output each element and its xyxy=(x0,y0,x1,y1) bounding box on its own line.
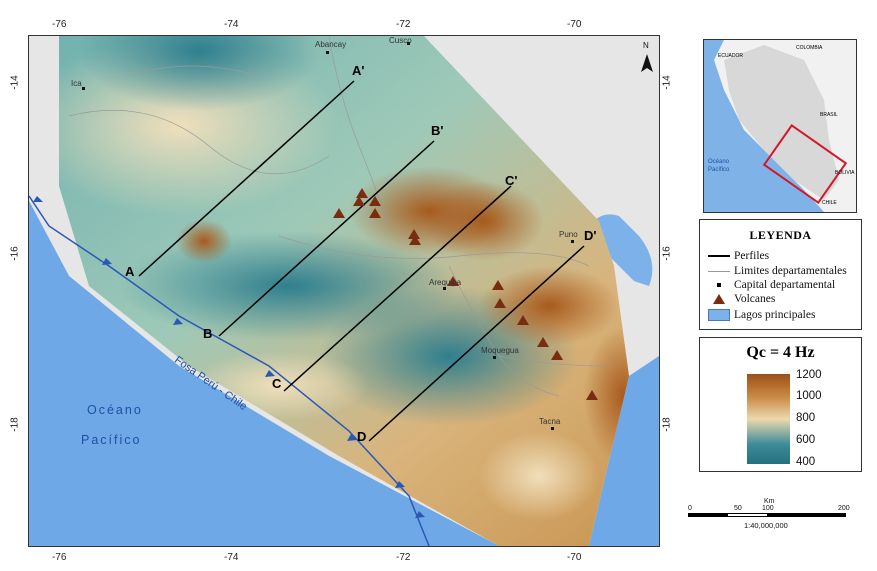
city-label-cusco: Cusco xyxy=(389,36,412,45)
colorbar-gradient xyxy=(747,374,790,464)
inset-label-chile: CHILE xyxy=(822,200,837,206)
ocean-label-2: Pacífico xyxy=(81,433,142,447)
profile-label-a-prime: A' xyxy=(352,63,365,78)
colorbar-label-400: 400 xyxy=(796,456,816,468)
volcano-icon xyxy=(408,229,420,239)
inset-ocean-1: Océano xyxy=(708,159,730,165)
legend: LEYENDA Perfiles Limites departamentales… xyxy=(699,219,862,330)
legend-title: LEYENDA xyxy=(749,228,812,242)
volcano-icon xyxy=(333,208,345,218)
qc-surface xyxy=(59,36,629,546)
inset-label-colombia: COLOMBIA xyxy=(796,45,823,51)
city-label-arequipa: Arequipa xyxy=(429,278,462,287)
qc-colorbar: Qc = 4 Hz 1200 1000 800 600 400 xyxy=(699,337,862,472)
volcano-markers xyxy=(333,188,598,400)
capital-markers xyxy=(82,42,574,430)
colorbar-label-1000: 1000 xyxy=(796,390,822,402)
tick-bottom-1: -76 xyxy=(52,552,67,563)
volcano-icon xyxy=(369,208,381,218)
tick-top-2: -74 xyxy=(224,19,239,30)
profile-label-a: A xyxy=(125,264,135,279)
volcano-icon xyxy=(492,280,504,290)
volcano-icon xyxy=(356,188,368,198)
legend-item-lakes: Lagos principales xyxy=(706,309,815,321)
profile-lines xyxy=(138,80,585,442)
inset-label-bolivia: BOLIVIA xyxy=(835,170,855,176)
scale-tick-100: 100 xyxy=(762,505,774,512)
city-label-tacna: Tacna xyxy=(539,417,561,426)
volcano-icon xyxy=(551,350,563,360)
profile-line-icon xyxy=(706,250,732,262)
city-label-ica: Ica xyxy=(71,79,82,88)
profile-label-c-prime: C' xyxy=(505,173,518,188)
volcano-icon xyxy=(369,196,381,206)
volcano-icon xyxy=(517,315,529,325)
legend-item-volcanoes: Volcanes xyxy=(706,293,775,305)
colorbar-label-600: 600 xyxy=(796,434,816,446)
map-canvas xyxy=(29,36,659,546)
tick-top-4: -70 xyxy=(567,19,582,30)
tick-left-3: -18 xyxy=(9,417,21,432)
legend-item-boundaries: Limites departamentales xyxy=(706,265,847,277)
volcano-icon xyxy=(353,196,365,206)
legend-item-profiles: Perfiles xyxy=(706,250,769,262)
volcano-icon xyxy=(447,276,459,286)
legend-item-capitals: Capital departamental xyxy=(706,279,835,291)
tick-bottom-4: -70 xyxy=(567,552,582,563)
department-boundaries xyxy=(68,36,610,397)
volcano-icon xyxy=(586,390,598,400)
scale-bar: Km 0 50 100 200 1:40,000,000 xyxy=(688,498,850,548)
north-label: N xyxy=(643,41,649,50)
colorbar-label-1200: 1200 xyxy=(796,369,822,381)
main-map[interactable]: Abancay Cusco Ica Arequipa Puno Moquegua… xyxy=(28,35,660,547)
inset-label-brasil: BRASIL xyxy=(820,112,838,118)
scale-bar-graphic xyxy=(688,513,846,517)
scale-tick-0: 0 xyxy=(688,505,692,512)
lake-titicaca xyxy=(594,214,653,286)
trench-teeth xyxy=(33,196,425,518)
city-label-moquegua: Moquegua xyxy=(481,346,519,355)
north-arrow-icon xyxy=(641,54,653,72)
profile-label-b: B xyxy=(203,326,213,341)
scale-unit: Km xyxy=(764,498,775,505)
scale-tick-200: 200 xyxy=(838,505,850,512)
scale-ratio: 1:40,000,000 xyxy=(744,521,788,530)
tick-bottom-3: -72 xyxy=(396,552,411,563)
inset-ocean-2: Pacífico xyxy=(708,167,730,173)
tick-top-1: -76 xyxy=(52,19,67,30)
profile-label-c: C xyxy=(272,376,282,391)
city-label-puno: Puno xyxy=(559,230,578,239)
tick-left-2: -16 xyxy=(9,246,21,261)
ocean-label-1: Océano xyxy=(87,403,143,417)
colorbar-label-800: 800 xyxy=(796,412,816,424)
ocean-area xyxy=(29,201,499,546)
inset-map[interactable]: ECUADOR COLOMBIA BRASIL BOLIVIA CHILE Oc… xyxy=(703,39,857,213)
boundary-line-icon xyxy=(706,265,732,277)
tick-right-2: -16 xyxy=(661,246,673,261)
volcano-icon xyxy=(537,337,549,347)
profile-label-d: D xyxy=(357,429,367,444)
volcano-icon xyxy=(409,235,421,245)
profile-label-b-prime: B' xyxy=(431,123,444,138)
lake-swatch-icon xyxy=(706,309,732,321)
capital-square-icon xyxy=(706,279,732,291)
tick-top-3: -72 xyxy=(396,19,411,30)
city-label-abancay: Abancay xyxy=(315,40,347,49)
inset-canvas xyxy=(704,40,856,212)
tick-left-1: -14 xyxy=(9,75,21,90)
tick-right-3: -18 xyxy=(661,417,673,432)
scale-tick-50: 50 xyxy=(734,505,742,512)
profile-label-d-prime: D' xyxy=(584,228,597,243)
inset-label-ecuador: ECUADOR xyxy=(718,53,744,59)
volcano-icon xyxy=(494,298,506,308)
tick-bottom-2: -74 xyxy=(224,552,239,563)
colorbar-title: Qc = 4 Hz xyxy=(746,344,815,361)
tick-right-1: -14 xyxy=(661,75,673,90)
volcano-icon xyxy=(706,293,732,305)
